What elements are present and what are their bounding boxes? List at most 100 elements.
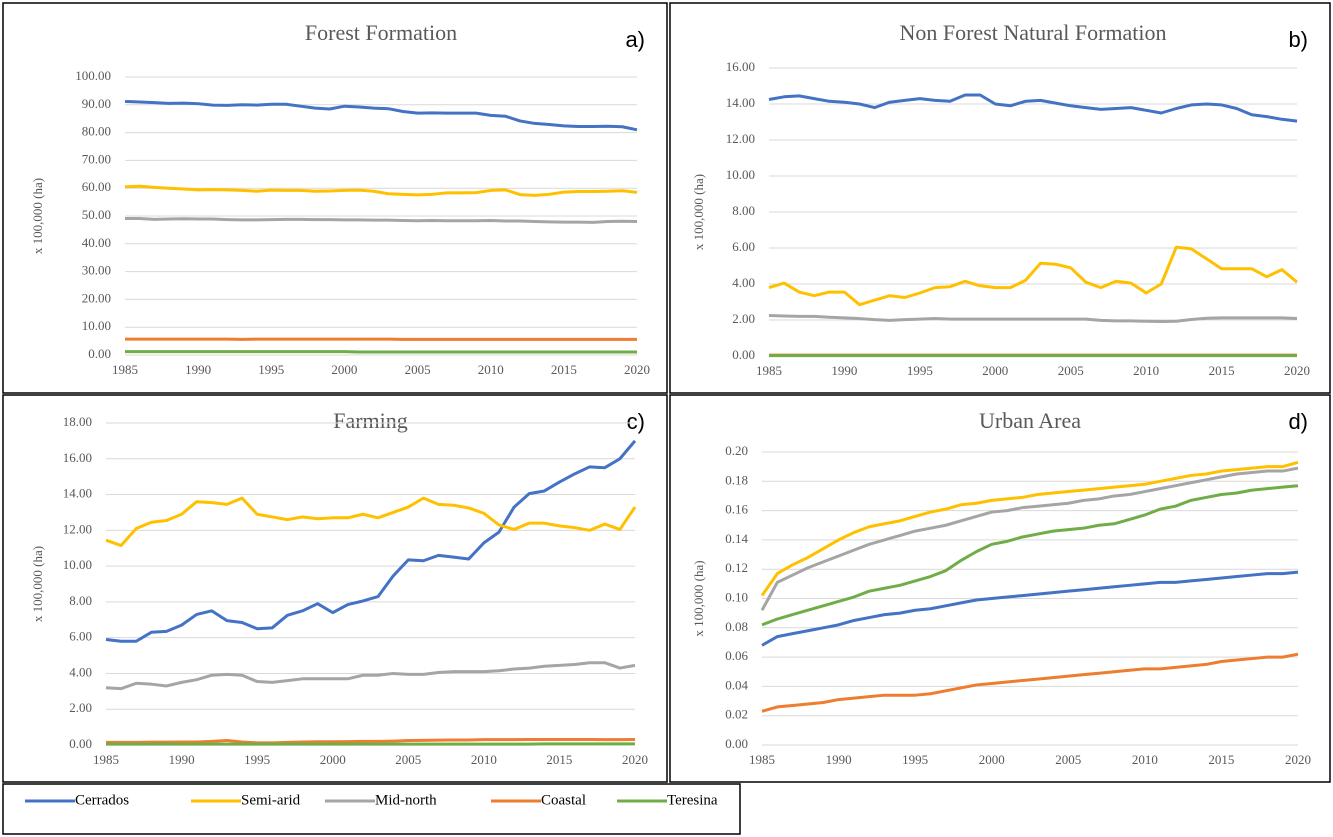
- y-axis-label: x 100,000 (ha): [691, 174, 706, 250]
- chart-title: Urban Area: [979, 408, 1081, 433]
- x-tick-label: 2020: [1285, 752, 1311, 767]
- x-tick-label: 2010: [1132, 752, 1158, 767]
- series-line: [124, 184, 638, 197]
- y-tick-label: 12.00: [726, 131, 755, 146]
- y-tick-label: 2.00: [732, 311, 755, 326]
- x-tick-label: 2015: [1208, 752, 1234, 767]
- legend-border: [2, 783, 741, 835]
- x-tick-label: 2000: [982, 363, 1008, 378]
- chart-title: Farming: [333, 408, 408, 433]
- y-tick-label: 0.14: [725, 531, 748, 546]
- y-tick-label: 16.00: [63, 450, 92, 465]
- x-tick-label: 2015: [546, 752, 572, 767]
- panel: Urban Area d) x 100,000 (ha) 0.00 0.02 0.04 0.…: [669, 394, 1331, 783]
- series-line: [125, 217, 638, 224]
- series-line: [105, 661, 636, 691]
- y-tick-label: 0.08: [725, 619, 748, 634]
- y-tick-label: 6.00: [732, 239, 755, 254]
- panel-border: [2, 394, 668, 783]
- x-tick-label: 2005: [405, 362, 431, 377]
- y-tick-label: 0.12: [725, 560, 748, 575]
- y-tick-label: 8.00: [732, 203, 755, 218]
- legend-label: Mid-north: [375, 792, 437, 808]
- x-tick-label: 2010: [478, 362, 504, 377]
- x-tick-label: 1995: [902, 752, 928, 767]
- y-tick-label: 14.00: [63, 486, 92, 501]
- series-line: [768, 314, 1298, 323]
- y-tick-label: 80.00: [82, 124, 111, 139]
- y-tick-label: 50.00: [82, 207, 111, 222]
- x-tick-label: 1990: [826, 752, 852, 767]
- y-tick-label: 2.00: [69, 700, 92, 715]
- x-tick-label: 1990: [831, 363, 857, 378]
- series-line: [105, 439, 637, 643]
- panel: Farming c) x 100,000 (ha) 0.00 2.00 4.00 6.00 8…: [2, 394, 668, 783]
- y-tick-label: 0.04: [725, 677, 748, 692]
- y-tick-label: 0.00: [732, 347, 755, 362]
- panel: Forest Formation a) x 100,000 (ha) 0.00 10.0…: [2, 2, 668, 394]
- y-tick-label: 0.00: [69, 736, 92, 751]
- x-tick-label: 1995: [258, 362, 284, 377]
- y-tick-label: 10.00: [82, 318, 111, 333]
- y-tick-label: 0.10: [725, 589, 748, 604]
- x-tick-label: 1985: [749, 752, 775, 767]
- y-tick-label: 100.00: [75, 68, 111, 83]
- x-tick-label: 1995: [907, 363, 933, 378]
- y-tick-label: 60.00: [82, 179, 111, 194]
- x-tick-label: 1990: [185, 362, 211, 377]
- x-tick-label: 2015: [551, 362, 577, 377]
- x-tick-label: 2005: [395, 752, 421, 767]
- series-line: [106, 737, 636, 745]
- legend-label: Teresina: [667, 792, 718, 808]
- y-tick-label: 4.00: [732, 275, 755, 290]
- y-tick-label: 6.00: [69, 629, 92, 644]
- y-tick-label: 18.00: [63, 414, 92, 429]
- y-tick-label: 10.00: [726, 167, 755, 182]
- panel-border: [669, 394, 1331, 783]
- y-tick-label: 0.02: [725, 707, 748, 722]
- x-tick-label: 1990: [169, 752, 195, 767]
- x-tick-label: 2010: [1133, 363, 1159, 378]
- panel-label: c): [627, 409, 645, 434]
- y-tick-label: 30.00: [82, 263, 111, 278]
- x-tick-label: 2015: [1209, 363, 1235, 378]
- panel: Non Forest Natural Formation b) x 100,000 …: [669, 2, 1331, 394]
- y-tick-label: 0.06: [725, 648, 748, 663]
- chart-title: Forest Formation: [305, 20, 457, 45]
- series-line: [768, 245, 1298, 307]
- series-line: [768, 93, 1298, 123]
- legend-label: Semi-arid: [241, 792, 301, 808]
- y-tick-label: 8.00: [69, 593, 92, 608]
- series-line: [124, 99, 638, 132]
- series-line: [761, 484, 1299, 627]
- panel-border: [669, 2, 1331, 394]
- x-tick-label: 2020: [622, 752, 648, 767]
- y-tick-label: 4.00: [69, 664, 92, 679]
- x-tick-label: 2010: [471, 752, 497, 767]
- y-axis-label: x 100,000 (ha): [30, 178, 45, 254]
- panel-label: d): [1288, 409, 1308, 434]
- series-line: [761, 652, 1299, 713]
- y-axis-label: x 100,000 (ha): [691, 560, 706, 636]
- y-tick-label: 0.20: [725, 443, 748, 458]
- x-tick-label: 2020: [1284, 363, 1310, 378]
- y-tick-label: 40.00: [82, 235, 111, 250]
- y-tick-label: 12.00: [63, 521, 92, 536]
- chart-title: Non Forest Natural Formation: [899, 20, 1166, 45]
- x-tick-label: 2005: [1055, 752, 1081, 767]
- y-axis-label: x 100,000 (ha): [30, 546, 45, 622]
- series-line: [760, 460, 1299, 597]
- x-tick-label: 1985: [93, 752, 119, 767]
- y-tick-label: 0.00: [88, 346, 111, 361]
- x-tick-label: 1985: [112, 362, 138, 377]
- x-tick-label: 2020: [624, 362, 650, 377]
- y-tick-label: 0.18: [725, 472, 748, 487]
- x-tick-label: 2000: [320, 752, 346, 767]
- x-tick-label: 2005: [1058, 363, 1084, 378]
- y-tick-label: 16.00: [726, 59, 755, 74]
- legend-label: Cerrados: [75, 792, 129, 808]
- y-tick-label: 0.00: [725, 736, 748, 751]
- y-tick-label: 10.00: [63, 557, 92, 572]
- x-tick-label: 2000: [331, 362, 357, 377]
